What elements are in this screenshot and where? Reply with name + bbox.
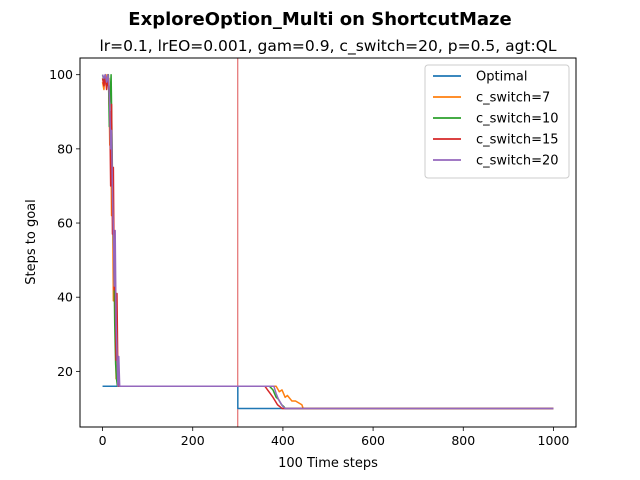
y-tick-label: 100	[49, 67, 73, 82]
series-line-5	[101, 73, 554, 410]
x-tick-label: 400	[271, 433, 295, 448]
y-tick-label: 20	[57, 364, 73, 379]
y-tick-label: 60	[57, 216, 73, 231]
legend-label-5: c_switch=20	[476, 154, 559, 169]
y-tick-label: 80	[57, 141, 73, 156]
x-axis-label: 100 Time steps	[278, 456, 378, 471]
legend-box	[424, 64, 570, 179]
chart-title: ExploreOption_Multi on ShortcutMaze	[128, 9, 511, 30]
x-tick-label: 600	[361, 433, 385, 448]
chart-subtitle: lr=0.1, lrEO=0.001, gam=0.9, c_switch=20…	[99, 37, 556, 56]
series-lines	[101, 73, 554, 410]
axes-frame	[79, 57, 577, 428]
legend-label-3: c_switch=10	[476, 112, 559, 127]
legend-label-4: c_switch=15	[476, 133, 559, 148]
y-ticks: 20 40 60 80 100	[49, 67, 80, 379]
legend-label-1: Optimal	[476, 70, 527, 85]
x-tick-label: 0	[99, 433, 107, 448]
y-tick-label: 40	[57, 290, 73, 305]
legend-label-2: c_switch=7	[476, 91, 550, 106]
x-tick-label: 200	[181, 433, 205, 448]
x-ticks: 0 200 400 600 800 1000	[99, 427, 570, 448]
legend: Optimal c_switch=7 c_switch=10 c_switch=15c…	[424, 64, 570, 179]
x-tick-label: 1000	[538, 433, 570, 448]
y-axis-label: Steps to goal	[24, 199, 39, 284]
x-tick-label: 800	[451, 433, 475, 448]
